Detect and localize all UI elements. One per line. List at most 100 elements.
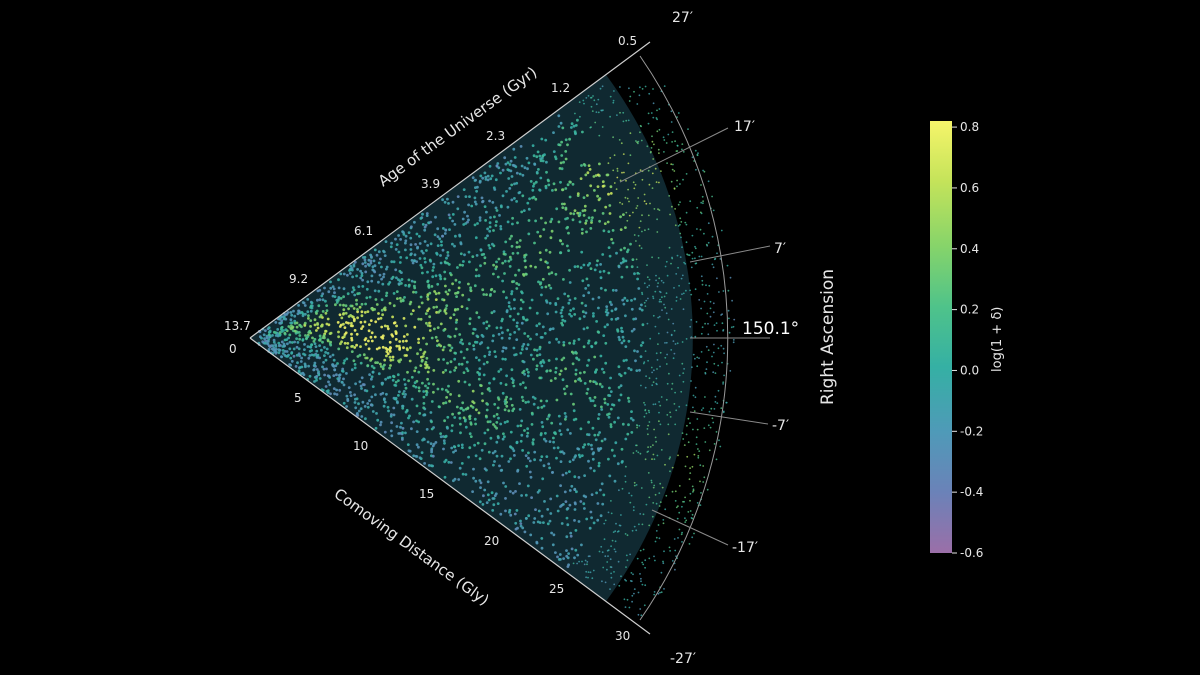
galaxy-point [494,355,498,358]
galaxy-point [371,410,375,413]
galaxy-point [279,322,282,325]
galaxy-point [265,336,269,340]
galaxy-point [377,261,381,265]
galaxy-point [468,342,471,346]
galaxy-point [318,344,321,347]
galaxy-point [380,325,384,329]
galaxy-point [469,288,472,292]
galaxy-point [318,334,322,338]
galaxy-point [712,311,715,314]
galaxy-point [610,317,614,321]
galaxy-point [546,312,550,316]
galaxy-point [423,350,427,354]
galaxy-point [662,562,665,565]
galaxy-point [623,371,627,375]
galaxy-point [574,379,577,383]
galaxy-point [541,477,545,481]
galaxy-point [382,250,386,254]
galaxy-point [700,255,703,258]
galaxy-point [527,219,531,222]
galaxy-point [548,250,552,254]
galaxy-point [673,352,676,355]
galaxy-point [648,284,651,287]
galaxy-point [678,511,681,514]
galaxy-point [585,576,587,579]
galaxy-point [680,221,683,223]
galaxy-point [333,368,337,372]
galaxy-point [339,272,343,276]
galaxy-point [388,366,391,370]
galaxy-point [432,390,435,394]
galaxy-point [424,384,427,388]
galaxy-point [694,245,696,248]
galaxy-point [375,253,379,257]
galaxy-point [725,401,728,404]
galaxy-point [621,257,625,261]
galaxy-point [407,278,411,282]
galaxy-point [481,503,485,506]
galaxy-point [495,326,499,330]
galaxy-point [679,217,682,220]
galaxy-point [479,486,482,489]
galaxy-point [615,251,618,255]
galaxy-point [343,359,346,362]
galaxy-point [454,366,458,370]
galaxy-point [461,401,465,405]
galaxy-point [711,263,714,266]
galaxy-point [396,373,400,377]
galaxy-point [568,195,572,199]
galaxy-point [493,350,497,353]
galaxy-point [607,230,611,234]
galaxy-point [530,496,533,499]
galaxy-point [480,196,484,200]
ra-tick: 7′ [774,241,786,257]
galaxy-point [430,420,433,424]
galaxy-point [630,494,633,497]
galaxy-point [415,232,419,236]
galaxy-point [347,321,350,325]
galaxy-point [646,428,649,430]
galaxy-point [702,465,705,467]
galaxy-point [564,415,568,419]
galaxy-point [446,254,450,257]
galaxy-point [500,336,504,340]
galaxy-point [613,479,617,483]
galaxy-point [621,171,623,174]
galaxy-point [692,491,694,493]
galaxy-point [485,408,489,412]
galaxy-point [486,480,490,484]
galaxy-point [353,293,357,297]
galaxy-point [527,161,531,165]
galaxy-point [561,306,565,309]
galaxy-point [652,102,655,105]
galaxy-point [502,432,505,436]
galaxy-point [455,405,459,409]
galaxy-point [576,447,580,450]
galaxy-point [639,573,641,575]
galaxy-point [562,452,566,455]
galaxy-point [549,512,553,515]
galaxy-point [535,170,539,174]
galaxy-point [377,250,381,254]
galaxy-point [474,422,477,426]
galaxy-point [573,508,577,511]
galaxy-point [343,341,347,345]
galaxy-point [395,425,399,428]
galaxy-point [688,543,691,545]
galaxy-point [526,431,530,435]
galaxy-point [483,488,487,492]
galaxy-point [596,194,599,198]
galaxy-point [453,334,457,338]
galaxy-point [709,307,712,310]
galaxy-point [554,370,558,374]
galaxy-point [647,446,649,448]
galaxy-point [683,368,685,370]
galaxy-point [564,187,568,190]
galaxy-point [281,352,285,355]
galaxy-point [590,221,593,224]
galaxy-point [434,274,438,278]
galaxy-point [490,491,494,495]
galaxy-point [427,382,431,385]
galaxy-point [609,376,612,380]
galaxy-point [306,298,310,301]
